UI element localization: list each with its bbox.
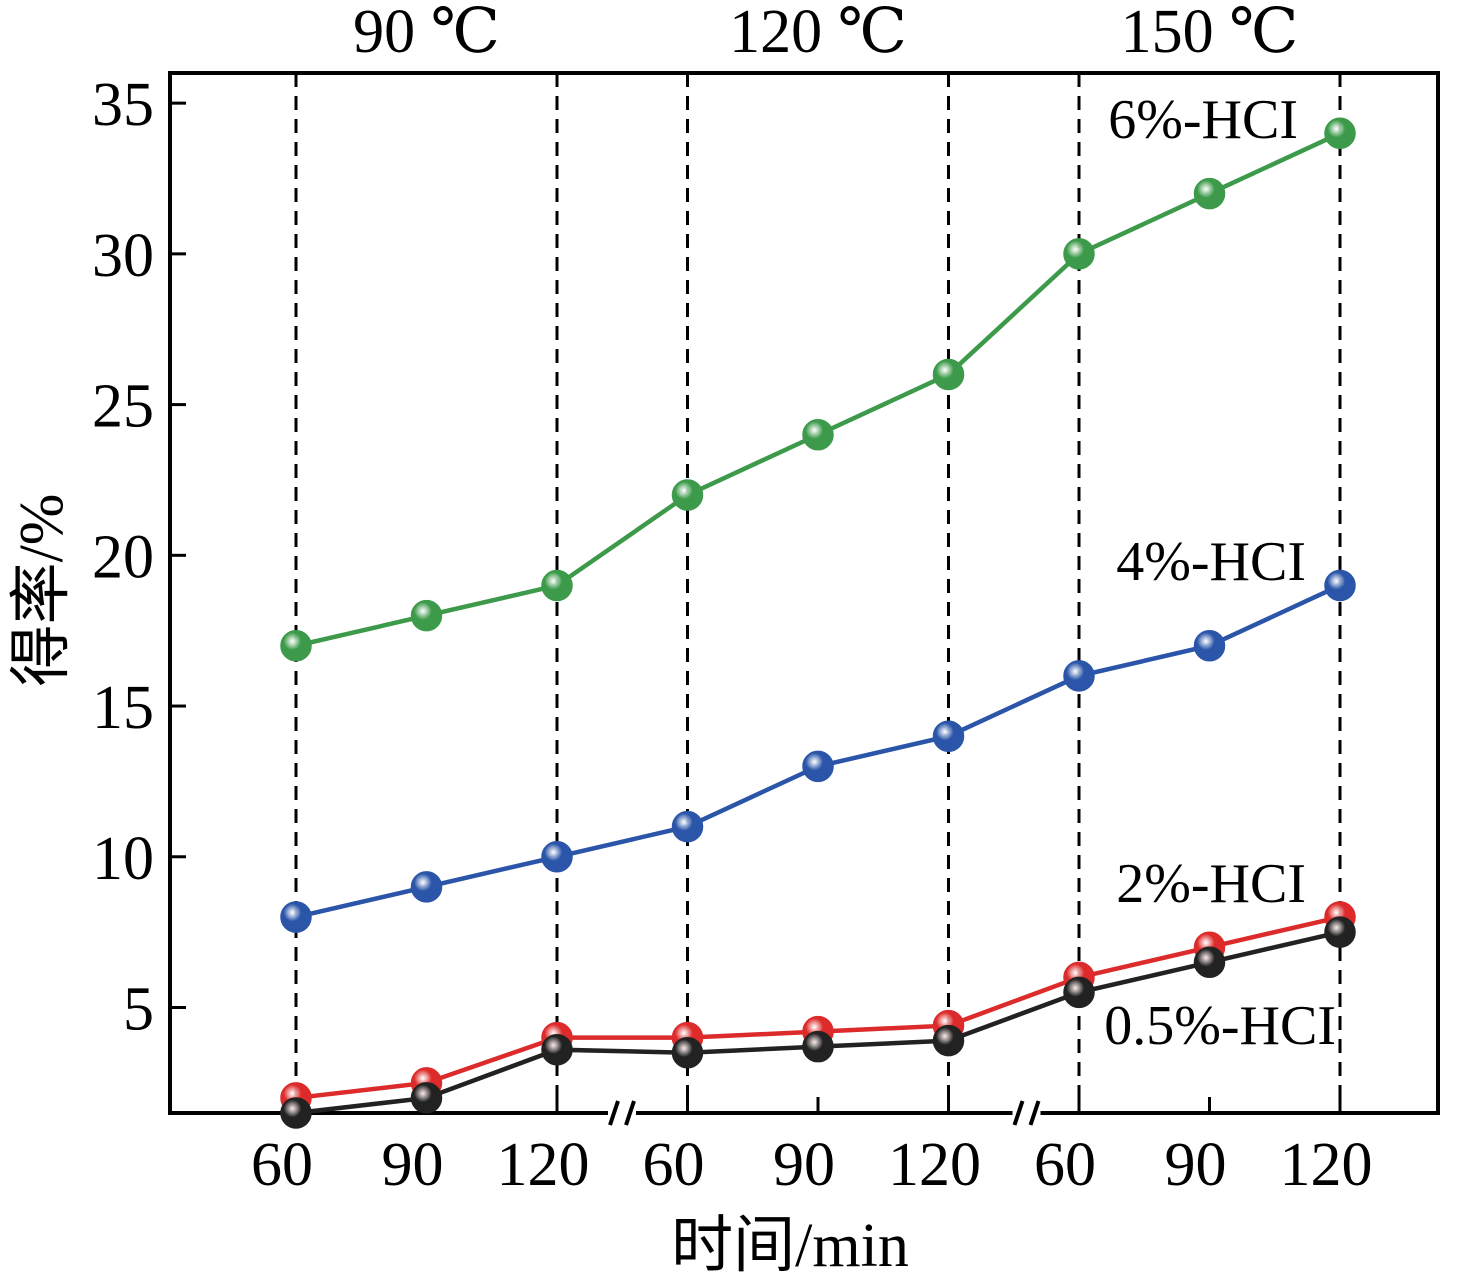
x-tick-label: 120 <box>497 1131 590 1199</box>
data-point <box>541 1033 573 1066</box>
axis-break-mark <box>608 1100 620 1126</box>
x-tick-label: 60 <box>643 1131 705 1199</box>
temperature-group-label: 90 ℃ <box>353 0 500 66</box>
data-point <box>1193 946 1226 979</box>
y-tick-label: 25 <box>92 373 154 441</box>
temperature-group-label: 120 ℃ <box>729 0 907 66</box>
x-tick-label: 60 <box>1034 1131 1096 1199</box>
data-point <box>410 599 443 632</box>
data-point <box>1063 976 1095 1009</box>
data-point <box>932 720 965 752</box>
x-tick-label: 120 <box>1280 1131 1373 1199</box>
x-tick-label: 90 <box>773 1131 835 1199</box>
y-tick-label: 5 <box>123 975 154 1043</box>
data-point <box>671 1036 704 1069</box>
data-point <box>1324 117 1356 150</box>
series-label: 4%-HCI <box>1116 531 1306 593</box>
data-point <box>1193 177 1226 210</box>
y-tick-label: 30 <box>92 222 154 290</box>
data-point <box>802 418 834 451</box>
series-label: 6%-HCI <box>1108 89 1298 151</box>
data-point <box>1324 569 1356 602</box>
x-tick-label: 90 <box>1165 1131 1227 1199</box>
data-point <box>671 810 704 843</box>
data-point <box>802 750 834 783</box>
data-point <box>280 901 312 933</box>
axis-break-mark <box>1012 1100 1025 1126</box>
x-tick-label: 120 <box>888 1131 981 1199</box>
data-point <box>1324 916 1356 948</box>
data-point <box>1063 660 1095 692</box>
axis-break-mark <box>1028 1100 1041 1126</box>
y-tick-label: 35 <box>92 71 154 139</box>
series-label: 0.5%-HCI <box>1104 995 1336 1057</box>
plot-frame <box>168 71 1440 1115</box>
x-tick-label: 60 <box>251 1131 313 1199</box>
data-point <box>932 1024 965 1057</box>
data-point <box>280 1097 312 1129</box>
data-point <box>280 630 312 662</box>
y-tick-label: 15 <box>92 674 154 742</box>
x-axis-title: 时间/min <box>671 1212 909 1274</box>
data-point <box>410 1082 443 1114</box>
x-tick-label: 90 <box>382 1131 444 1199</box>
data-point <box>671 479 704 511</box>
data-point <box>410 871 443 903</box>
data-point <box>541 841 573 873</box>
data-point <box>541 569 573 602</box>
axis-break-mark <box>624 1100 636 1126</box>
data-point <box>932 358 965 391</box>
data-point <box>1193 630 1226 662</box>
series-label: 2%-HCI <box>1116 853 1306 915</box>
temperature-group-label: 150 ℃ <box>1121 0 1299 66</box>
y-tick-label: 20 <box>92 523 154 591</box>
data-point <box>802 1030 834 1063</box>
y-axis-title: 得率/% <box>8 494 76 687</box>
y-tick-label: 10 <box>92 825 154 893</box>
data-point <box>1063 238 1095 270</box>
